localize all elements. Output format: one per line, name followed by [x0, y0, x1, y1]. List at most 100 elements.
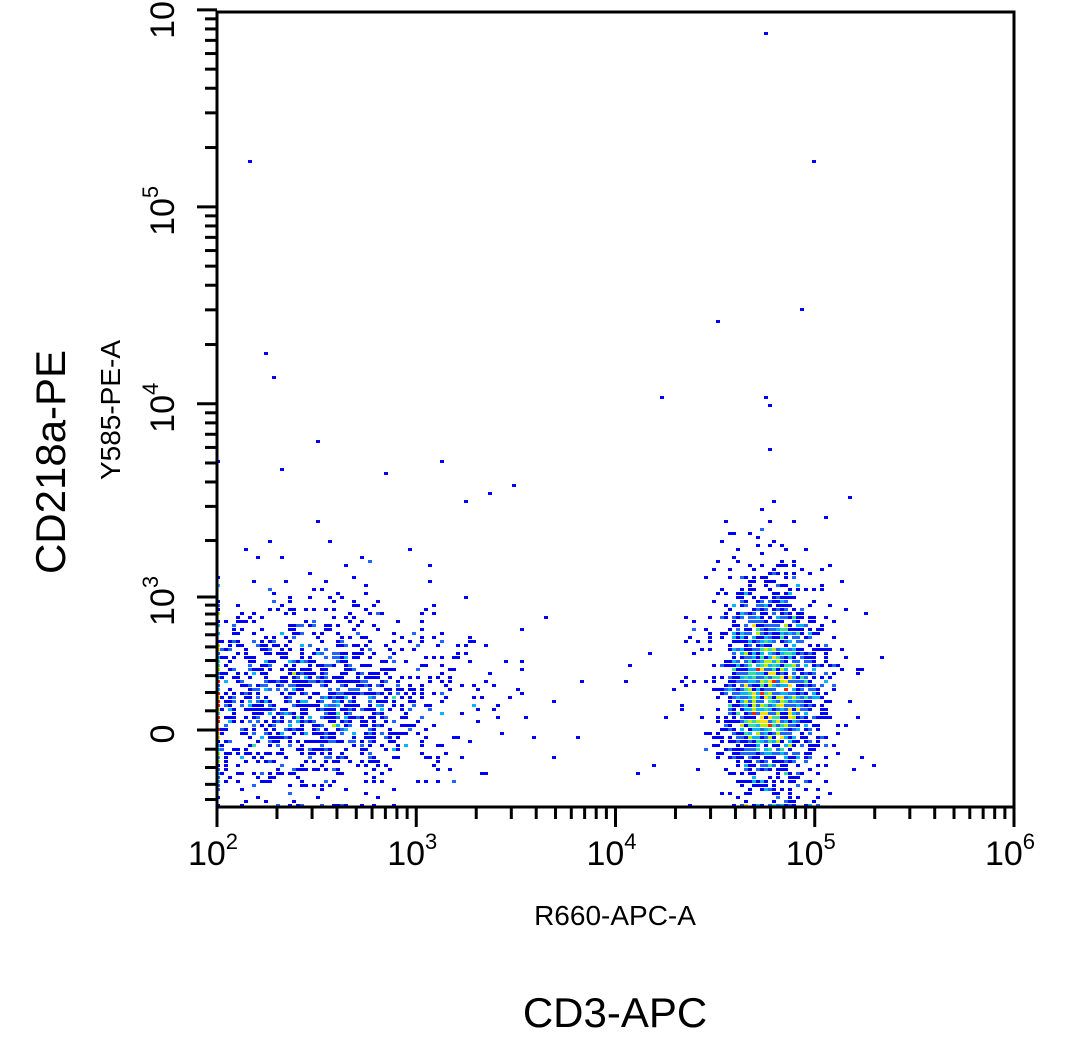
data-point: [772, 540, 776, 543]
data-point: [760, 740, 764, 743]
data-point: [820, 584, 824, 587]
data-point: [256, 720, 260, 723]
data-point: [300, 708, 304, 711]
data-point: [812, 648, 816, 651]
data-point: [292, 680, 296, 683]
data-point: [756, 744, 760, 747]
data-point: [736, 628, 740, 631]
data-point: [248, 752, 252, 755]
data-point: [312, 752, 316, 755]
data-point: [348, 692, 352, 695]
data-point: [252, 728, 256, 731]
data-point: [748, 720, 752, 723]
data-point: [264, 644, 268, 647]
data-point: [764, 596, 768, 599]
data-point: [436, 744, 440, 747]
data-point: [808, 732, 812, 735]
data-point: [816, 716, 820, 719]
y-tick-label: 0: [144, 725, 182, 744]
data-point: [716, 696, 720, 699]
x-tick-base: 10: [387, 835, 425, 873]
data-point: [776, 680, 780, 683]
data-point: [304, 704, 308, 707]
data-point: [408, 708, 412, 711]
data-point: [792, 520, 796, 523]
data-point: [268, 708, 272, 711]
data-point: [236, 616, 240, 619]
x-tick-exponent: 5: [824, 829, 836, 854]
data-point: [472, 640, 476, 643]
data-point: [388, 648, 392, 651]
data-point: [720, 728, 724, 731]
data-point: [416, 676, 420, 679]
data-point: [292, 628, 296, 631]
data-point: [256, 556, 260, 559]
data-point: [224, 760, 228, 763]
y-tick-label: 106: [138, 0, 182, 39]
data-point: [288, 692, 292, 695]
data-point: [264, 720, 268, 723]
data-point: [372, 672, 376, 675]
data-point: [824, 616, 828, 619]
data-point: [708, 732, 712, 735]
data-point: [756, 692, 760, 695]
data-point: [300, 684, 304, 687]
data-point: [768, 668, 772, 671]
data-point: [244, 652, 248, 655]
data-point: [372, 692, 376, 695]
y-tick-label: 103: [138, 576, 182, 626]
data-point: [820, 704, 824, 707]
data-point: [316, 680, 320, 683]
data-point: [724, 592, 728, 595]
data-point: [304, 692, 308, 695]
data-point: [456, 652, 460, 655]
data-point: [476, 708, 480, 711]
data-point: [220, 672, 224, 675]
data-point: [368, 560, 372, 563]
data-point: [728, 628, 732, 631]
data-point: [772, 688, 776, 691]
data-point: [808, 720, 812, 723]
data-point: [428, 676, 432, 679]
data-point: [288, 608, 292, 611]
data-point: [752, 720, 756, 723]
data-point: [392, 788, 396, 791]
data-point: [780, 604, 784, 607]
data-point: [264, 800, 268, 803]
data-point: [752, 748, 756, 751]
data-point: [236, 748, 240, 751]
data-point: [788, 772, 792, 775]
data-point: [792, 776, 796, 779]
data-point: [804, 760, 808, 763]
data-point: [436, 676, 440, 679]
data-point: [316, 748, 320, 751]
data-point: [764, 716, 768, 719]
data-point: [724, 728, 728, 731]
data-point: [224, 728, 228, 731]
data-point: [820, 708, 824, 711]
data-point: [360, 744, 364, 747]
data-point: [752, 712, 756, 715]
data-point: [440, 744, 444, 747]
data-point: [796, 620, 800, 623]
data-point: [240, 620, 244, 623]
data-point: [312, 652, 316, 655]
data-point: [740, 632, 744, 635]
data-point: [768, 684, 772, 687]
data-point: [824, 660, 828, 663]
data-point: [312, 728, 316, 731]
data-point: [240, 612, 244, 615]
data-point: [276, 732, 280, 735]
data-point: [788, 652, 792, 655]
data-point: [304, 784, 308, 787]
data-point: [776, 776, 780, 779]
data-point: [300, 748, 304, 751]
data-point: [332, 760, 336, 763]
data-point: [768, 520, 772, 523]
data-point: [308, 668, 312, 671]
y-tick-base: 10: [144, 588, 182, 626]
data-point: [776, 600, 780, 603]
data-point: [768, 604, 772, 607]
data-point: [680, 704, 684, 707]
data-point: [764, 396, 768, 399]
